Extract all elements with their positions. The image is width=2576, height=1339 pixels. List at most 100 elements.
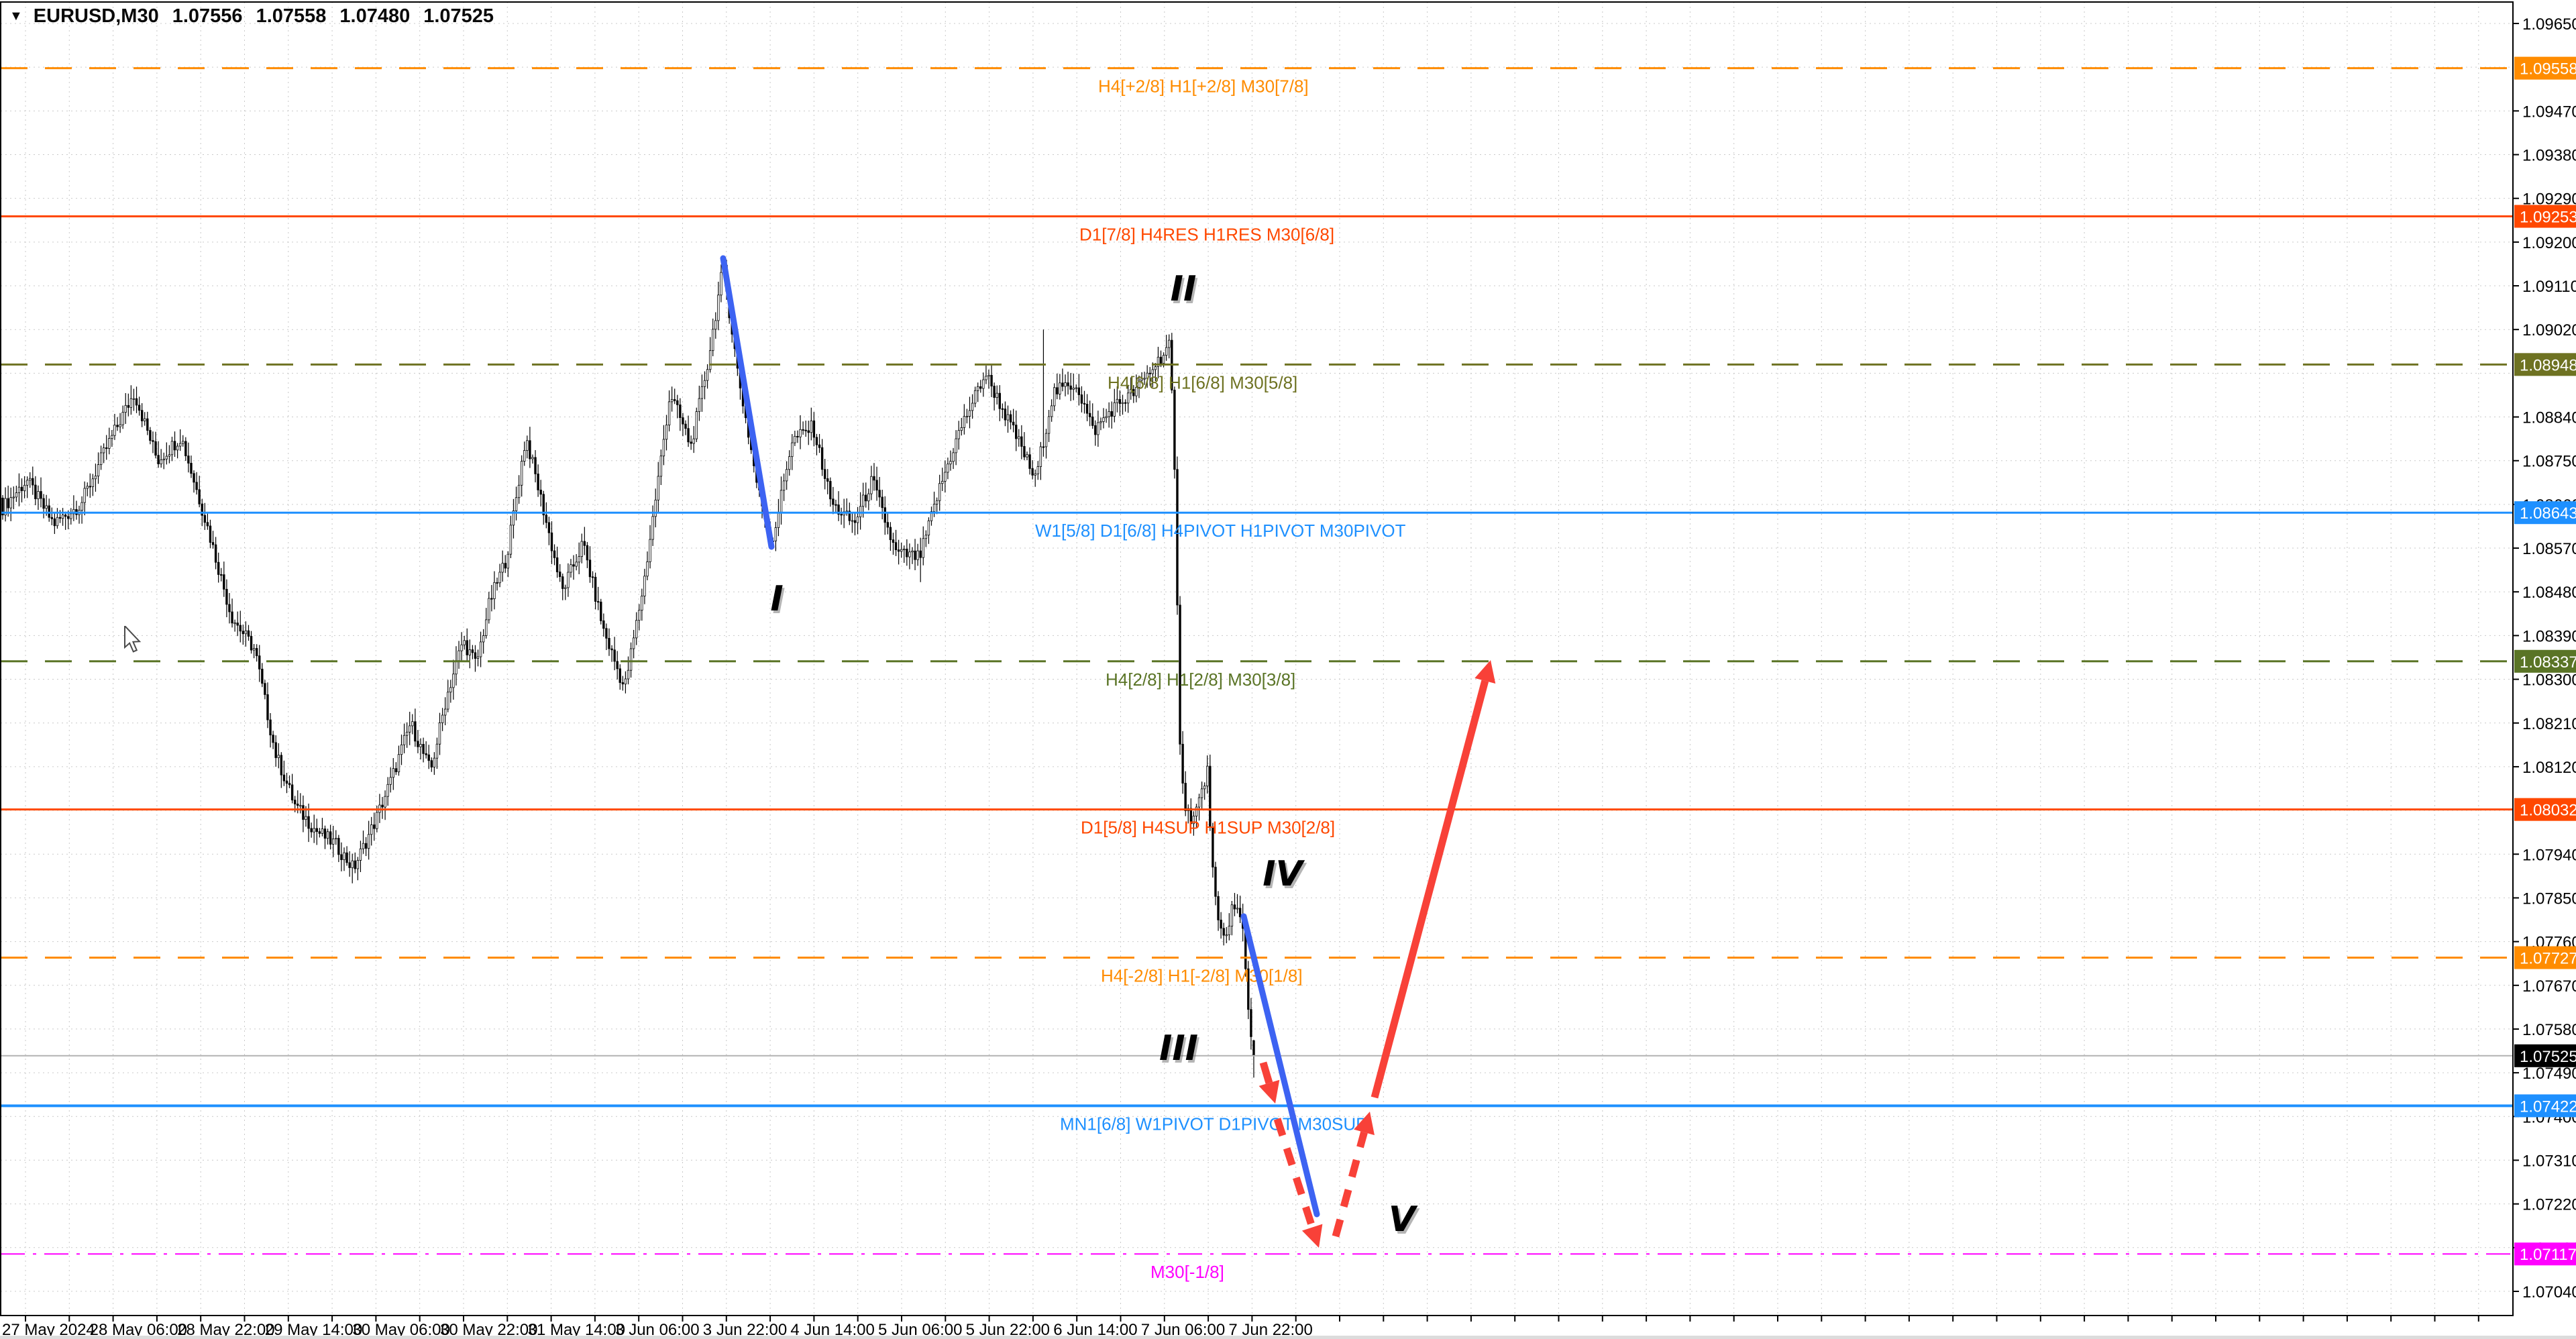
candle-body — [919, 550, 922, 558]
candle-body — [441, 714, 444, 723]
trendline-object[interactable] — [720, 255, 775, 550]
candle-body — [810, 420, 813, 433]
candle-body — [479, 641, 482, 657]
plot-border — [0, 1, 2514, 1316]
quote-low: 1.07480 — [339, 5, 411, 27]
candle-body — [583, 541, 586, 546]
wave-label-III: III — [1159, 1028, 1198, 1069]
candle-body — [119, 424, 121, 427]
candle-body — [241, 631, 245, 635]
candle-body — [1105, 416, 1108, 419]
candle-body — [1203, 786, 1206, 790]
time-axis[interactable] — [0, 1316, 2576, 1339]
candle-body — [258, 655, 261, 670]
candle-body — [982, 379, 985, 389]
candle-body — [1044, 433, 1048, 447]
candle-body — [394, 768, 398, 773]
candle-body — [998, 392, 1001, 409]
candle-body — [674, 399, 676, 401]
candle-body — [900, 549, 903, 552]
candle-body — [231, 611, 233, 624]
candle-body — [471, 649, 474, 653]
candle-body — [20, 486, 23, 491]
projection-arrow[interactable] — [1259, 1061, 1273, 1084]
candle-body — [539, 490, 542, 495]
candle-body — [1, 497, 4, 516]
projection-arrow[interactable] — [1371, 680, 1489, 1099]
candle-body — [482, 635, 485, 643]
candle-body — [853, 520, 857, 523]
candle-body — [714, 320, 717, 330]
candle-body — [1200, 788, 1203, 798]
candle-body — [165, 456, 168, 460]
candle-body — [1140, 378, 1143, 381]
candle-body — [250, 636, 253, 651]
candle-body — [154, 441, 157, 456]
candle-body — [979, 386, 982, 389]
candle-body — [667, 401, 671, 426]
candle-body — [1059, 382, 1061, 394]
candle-body — [290, 784, 294, 801]
candle-body — [72, 508, 75, 515]
candle-body — [952, 452, 955, 462]
candle-body — [89, 486, 92, 488]
level-label: H4[+2/8] H1[+2/8] M30[7/8] — [1098, 76, 1309, 97]
price-axis-label: 1.09110 — [2522, 278, 2576, 296]
candle-body — [414, 721, 417, 742]
candle-body — [977, 386, 979, 391]
wave-label-IV: IV — [1263, 854, 1305, 894]
projection-arrow-dashed[interactable] — [1273, 1118, 1316, 1229]
candle-body — [558, 572, 561, 578]
candle-body — [531, 457, 534, 460]
level-price-badge: 1.09558 — [2520, 60, 2576, 78]
price-axis[interactable] — [2513, 0, 2576, 1316]
candle-body — [1250, 1009, 1252, 1037]
candle-body — [676, 400, 679, 405]
price-axis-label: 1.07040 — [2522, 1283, 2576, 1301]
candle-body — [520, 461, 523, 486]
candle-body — [400, 744, 403, 755]
candle-body — [373, 824, 376, 829]
candle-body — [214, 544, 217, 563]
candle-body — [935, 500, 938, 504]
candle-body — [894, 542, 898, 550]
candle-body — [362, 843, 365, 849]
candle-body — [198, 489, 201, 504]
candle-body — [496, 582, 498, 584]
candle-body — [670, 399, 674, 403]
candle-body — [542, 494, 545, 516]
candle-body — [343, 852, 345, 861]
candle-body — [1085, 404, 1089, 414]
price-axis-label: 1.07310 — [2522, 1152, 2576, 1170]
candle-body — [460, 644, 463, 651]
candle-body — [608, 638, 610, 649]
trendline-object[interactable] — [1240, 913, 1320, 1218]
candle-body — [1009, 414, 1012, 423]
level-price-badge-bg — [2514, 205, 2576, 228]
candle-body — [182, 441, 184, 444]
candle-body — [498, 572, 501, 584]
level-price-badge-bg — [2514, 501, 2576, 525]
candle-body — [883, 507, 886, 523]
price-axis-label: 1.07490 — [2522, 1065, 2576, 1083]
mouse-cursor-icon — [123, 624, 150, 655]
candle-body — [963, 416, 966, 428]
wave-label-V: V — [1389, 1199, 1418, 1240]
candle-body — [802, 429, 804, 431]
price-axis-label: 1.08840 — [2522, 409, 2576, 427]
candle-body — [4, 498, 7, 516]
candle-body — [649, 539, 651, 562]
wave-label-shadow: III — [1161, 1031, 1200, 1071]
price-axis-label: 1.07580 — [2522, 1021, 2576, 1039]
candle-body — [463, 640, 466, 645]
candle-body — [97, 464, 100, 477]
candle-body — [957, 430, 960, 439]
candle-body — [916, 550, 919, 560]
candle-body — [1151, 369, 1155, 374]
candle-body — [996, 392, 998, 398]
level-label: H4[-2/8] H1[-2/8] M30[1/8] — [1101, 966, 1303, 986]
candle-body — [537, 474, 539, 490]
candle-body — [488, 598, 490, 621]
candle-body — [195, 482, 198, 490]
